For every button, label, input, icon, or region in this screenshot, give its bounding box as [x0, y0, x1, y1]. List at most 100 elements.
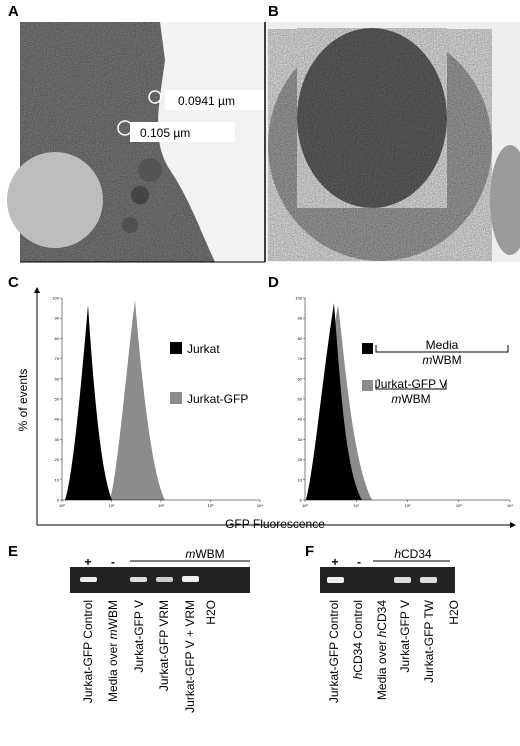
histogram-c — [65, 300, 165, 500]
lane-label-part: Jurkat-GFP Control — [327, 600, 341, 703]
x-tick-label: 10³ — [456, 503, 462, 508]
x-axis-label: GFP Fluorescence — [225, 517, 325, 531]
lane-label-part: m — [106, 629, 120, 639]
panel-label: F — [305, 543, 314, 560]
y-axis-label: % of events — [16, 369, 30, 432]
lane-sign: - — [357, 555, 361, 569]
lane-label-part: Jurkat-GFP TW — [422, 599, 436, 683]
legend-label-part: WBM — [432, 353, 461, 367]
lane-label: Jurkat-GFP TW — [422, 599, 436, 683]
x-tick-label: 10⁴ — [257, 503, 263, 508]
legend-label: Jurkat-GFP — [187, 392, 248, 406]
lane-label: Jurkat-GFP V — [398, 600, 412, 672]
y-tick-label: 10 — [55, 477, 60, 482]
y-tick-label: 100 — [295, 296, 302, 301]
scale-annotation: 0.105 µm — [140, 126, 190, 140]
lane-label-part: Media over — [106, 639, 120, 702]
y-tick-label: 60 — [298, 376, 303, 381]
x-tick-label: 10⁰ — [302, 503, 308, 508]
lane-sign: + — [331, 555, 338, 569]
gel-e — [70, 560, 250, 593]
y-tick-label: 30 — [55, 437, 60, 442]
legend-label: mWBM — [422, 353, 461, 367]
group-label-part: h — [394, 547, 401, 561]
lane-label: hCD34 Control — [351, 600, 365, 679]
y-tick-label: 0 — [57, 498, 60, 503]
legend-swatch — [170, 392, 182, 404]
lane-label: Jurkat-GFP Control — [327, 600, 341, 703]
panel-label: B — [268, 3, 279, 20]
y-tick-label: 80 — [298, 336, 303, 341]
lane-label-part: h — [375, 630, 389, 637]
lane-label-part: Media over — [375, 637, 389, 700]
x-tick-label: 10⁴ — [507, 503, 513, 508]
group-label-part: WBM — [195, 547, 224, 561]
y-tick-label: 50 — [298, 397, 303, 402]
legend-swatch — [362, 380, 373, 391]
lane-label: Media over mWBM — [106, 600, 120, 702]
group-label-part: m — [185, 547, 195, 561]
legend-label-part: m — [422, 353, 432, 367]
micrograph-b — [264, 22, 520, 262]
lane-label-part: Jurkat-GFP V + VRM — [183, 600, 197, 713]
lane-label-part: Jurkat-GFP VRM — [157, 600, 171, 691]
x-tick-label: 10² — [405, 503, 411, 508]
lane-label: Media over hCD34 — [375, 600, 389, 700]
y-tick-label: 40 — [55, 417, 60, 422]
lane-label-part: h — [351, 672, 365, 679]
y-tick-label: 90 — [55, 316, 60, 321]
y-tick-label: 80 — [55, 336, 60, 341]
legend-label: Jurkat — [187, 342, 220, 356]
panel-label: A — [8, 3, 19, 20]
lane-label-part: Jurkat-GFP V — [398, 600, 412, 672]
bracket — [375, 345, 509, 353]
x-tick-label: 10² — [158, 503, 164, 508]
panel-label: C — [8, 274, 19, 291]
lane-label-part: Jurkat-GFP V — [132, 600, 146, 672]
panel-label: E — [8, 543, 18, 560]
lane-label: Jurkat-GFP VRM — [157, 600, 171, 691]
lane-label: Jurkat-GFP V — [132, 600, 146, 672]
lane-sign: - — [111, 555, 115, 569]
y-tick-label: 50 — [55, 397, 60, 402]
panel-label: D — [268, 274, 279, 291]
y-tick-label: 40 — [298, 417, 303, 422]
y-tick-label: 70 — [298, 356, 303, 361]
group-label: mWBM — [185, 547, 224, 561]
x-tick-label: 10¹ — [109, 503, 115, 508]
lane-sign: + — [84, 555, 91, 569]
y-tick-label: 20 — [298, 457, 303, 462]
y-tick-label: 30 — [298, 437, 303, 442]
lane-label: Jurkat-GFP Control — [81, 600, 95, 703]
lane-label: Jurkat-GFP V + VRM — [183, 600, 197, 713]
x-tick-label: 10³ — [208, 503, 214, 508]
group-label: hCD34 — [394, 547, 432, 561]
x-tick-label: 10⁰ — [59, 503, 65, 508]
legend-label-part: m — [391, 392, 401, 406]
lane-label: H2O — [447, 600, 461, 625]
lane-label-part: Jurkat-GFP Control — [81, 600, 95, 703]
y-tick-label: 70 — [55, 356, 60, 361]
lane-label-part: H2O — [204, 600, 218, 625]
y-tick-label: 20 — [55, 457, 60, 462]
gel-f — [320, 560, 455, 593]
lane-label-part: WBM — [106, 600, 120, 629]
histogram-d — [306, 303, 372, 500]
lane-label-part: CD34 — [375, 600, 389, 631]
legend-label: Media — [426, 338, 459, 352]
y-tick-label: 10 — [298, 477, 303, 482]
lane-label-part: H2O — [447, 600, 461, 625]
y-tick-label: 90 — [298, 316, 303, 321]
y-tick-label: 100 — [52, 296, 59, 301]
y-tick-label: 0 — [300, 498, 303, 503]
micrograph-a — [7, 22, 265, 263]
y-tick-label: 60 — [55, 376, 60, 381]
legend-label: mWBM — [391, 392, 430, 406]
scale-annotation: 0.0941 µm — [178, 94, 235, 108]
bracket — [375, 380, 447, 390]
legend-label: Jurkat-GFP V — [375, 377, 447, 391]
legend-label-part: WBM — [401, 392, 430, 406]
legend-swatch — [362, 343, 373, 354]
group-label-part: CD34 — [401, 547, 432, 561]
